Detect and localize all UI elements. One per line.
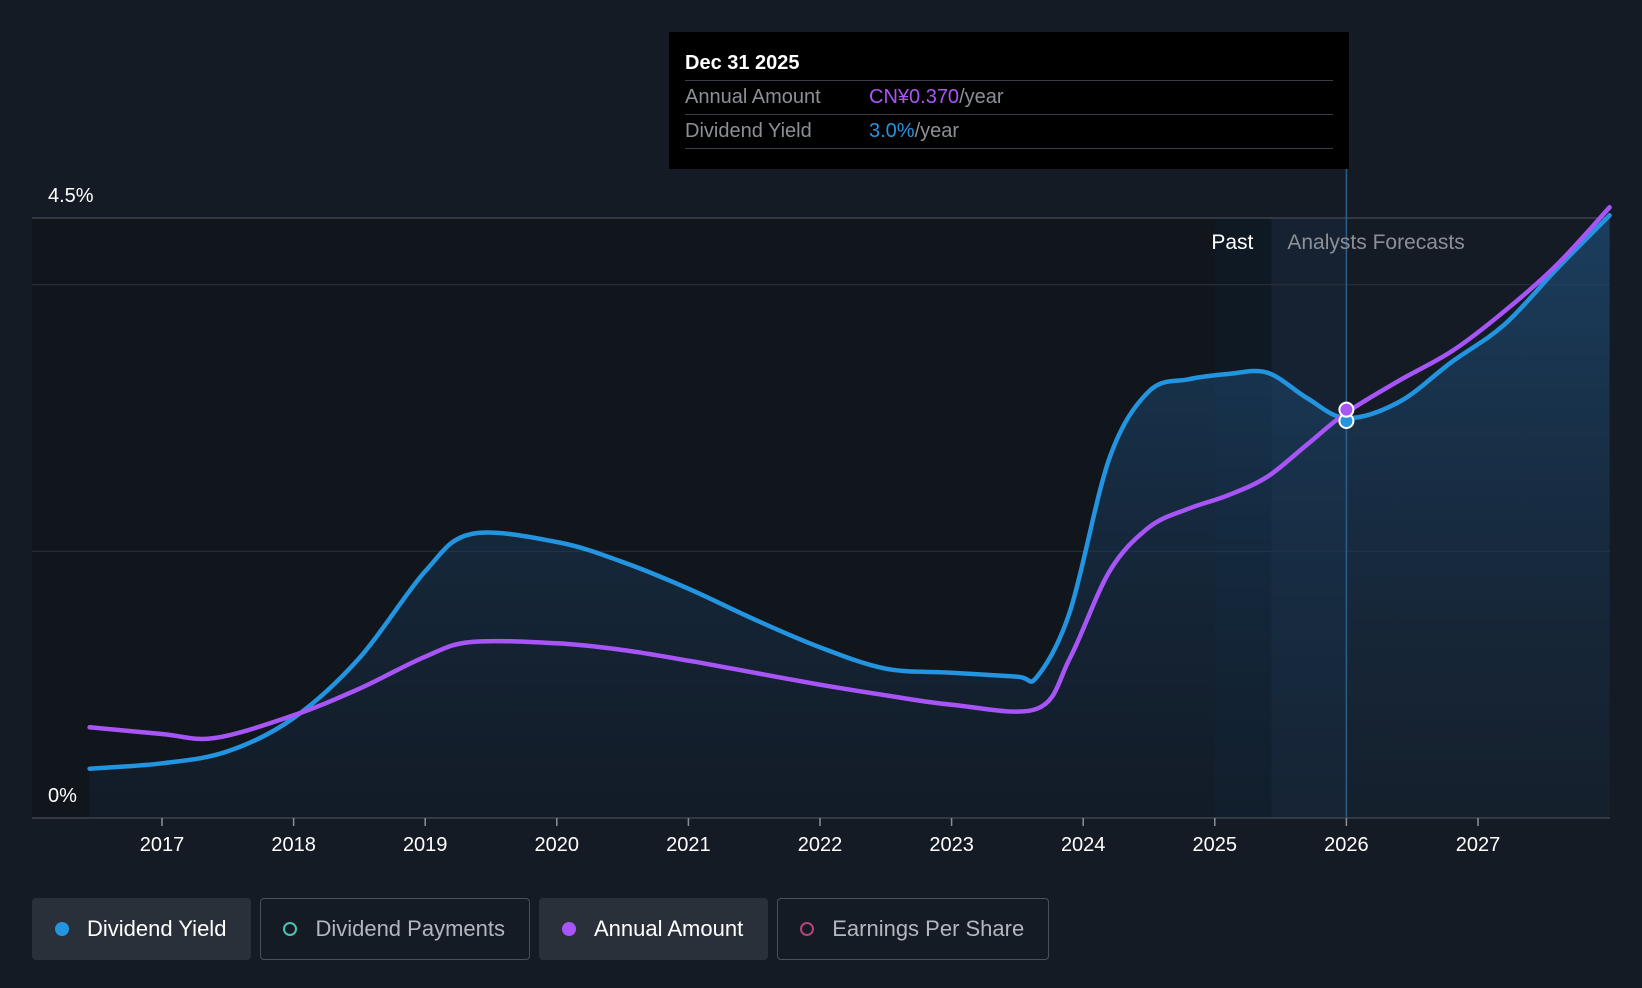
legend-label: Dividend Payments bbox=[315, 916, 505, 941]
x-tick-label: 2025 bbox=[1193, 834, 1238, 856]
filled-dot-icon bbox=[55, 922, 69, 936]
x-tick-label: 2022 bbox=[798, 834, 843, 856]
y-tick-label: 0% bbox=[48, 785, 77, 807]
legend-annual-amount-button[interactable]: Annual Amount bbox=[538, 898, 769, 960]
x-tick-label: 2024 bbox=[1061, 834, 1106, 856]
legend-dividend-yield-button[interactable]: Dividend Yield bbox=[32, 898, 252, 960]
x-tick-label: 2021 bbox=[666, 834, 711, 856]
dividend-yield-area bbox=[89, 215, 1610, 819]
tooltip-unit: /year bbox=[914, 120, 960, 142]
x-tick-label: 2026 bbox=[1324, 834, 1369, 856]
dividend-yield-line bbox=[87, 213, 1612, 771]
y-tick-label: 4.5% bbox=[48, 185, 94, 207]
hollow-dot-icon bbox=[283, 922, 298, 936]
legend-earnings-per-share-button[interactable]: Earnings Per Share bbox=[777, 898, 1050, 960]
x-tick-label: 2017 bbox=[140, 834, 185, 856]
hollow-dot-icon bbox=[800, 922, 815, 936]
legend-label: Dividend Yield bbox=[87, 916, 227, 941]
x-tick-label: 2018 bbox=[271, 834, 316, 856]
tooltip-date: Dec 31 2025 bbox=[685, 52, 800, 74]
annual-amount-line bbox=[87, 205, 1612, 742]
tooltip-label: Annual Amount bbox=[685, 86, 821, 108]
annual-amount-marker[interactable] bbox=[1338, 401, 1355, 418]
chart-legend: Dividend Yield Dividend Payments Annual … bbox=[32, 898, 1050, 960]
tooltip-row-annual-amount: Annual Amount CN¥0.370 /year bbox=[685, 80, 1333, 114]
tooltip-label: Dividend Yield bbox=[685, 120, 812, 142]
x-tick-label: 2019 bbox=[403, 834, 448, 856]
analysts-forecasts-label: Analysts Forecasts bbox=[1287, 231, 1464, 254]
tooltip-value: 3.0% bbox=[869, 120, 915, 142]
y-axis-ticks: 4.5% 0% bbox=[48, 185, 94, 807]
hover-tooltip: Dec 31 2025 Annual Amount CN¥0.370 /year… bbox=[669, 32, 1349, 169]
legend-dividend-payments-button[interactable]: Dividend Payments bbox=[260, 898, 530, 960]
past-label: Past bbox=[1211, 231, 1253, 254]
tooltip-value: CN¥0.370 bbox=[869, 86, 960, 108]
x-tick-label: 2020 bbox=[535, 834, 580, 856]
x-tick-label: 2027 bbox=[1456, 834, 1501, 856]
legend-label: Annual Amount bbox=[593, 916, 744, 941]
tooltip-row-dividend-yield: Dividend Yield 3.0% /year bbox=[685, 114, 1333, 149]
x-tick-label: 2023 bbox=[929, 834, 974, 856]
tooltip-unit: /year bbox=[959, 86, 1004, 108]
x-axis: 2017 2018 2019 2020 2021 2022 2023 2024 2025 2026… bbox=[32, 817, 1610, 856]
filled-dot-icon bbox=[561, 922, 576, 936]
legend-label: Earnings Per Share bbox=[832, 916, 1025, 941]
